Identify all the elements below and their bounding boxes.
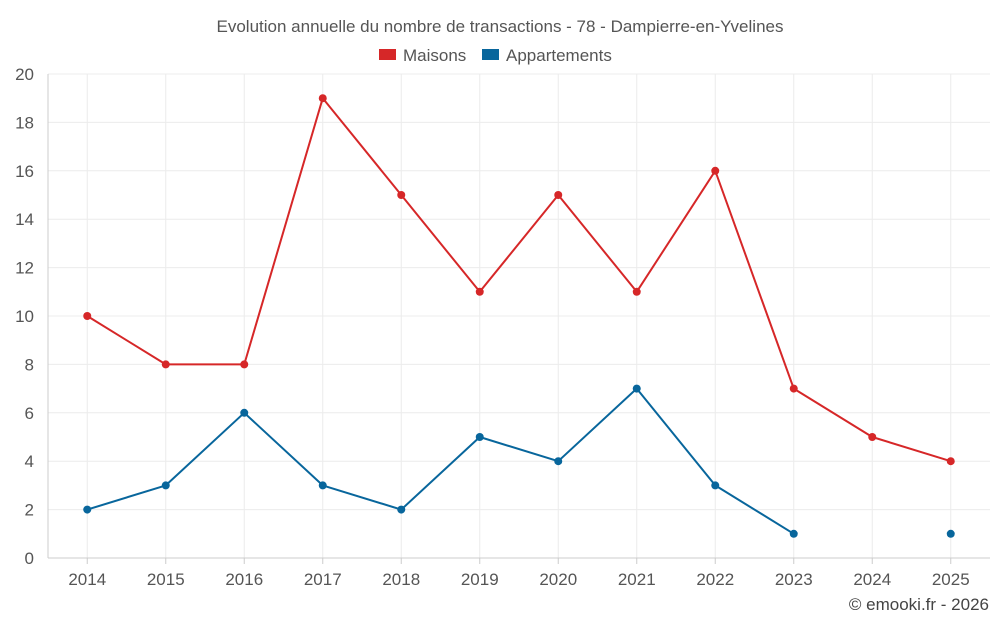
x-tick-label: 2020 <box>539 570 577 589</box>
data-point-appartements[interactable] <box>318 481 327 490</box>
axes: 0 2 4 6 8 10 12 14 16 18 20 2014 2015 2016 2017 2018 201… <box>15 65 990 589</box>
data-point-appartements[interactable] <box>789 529 798 538</box>
x-tick-label: 2016 <box>225 570 263 589</box>
plot-area <box>83 94 955 538</box>
legend-swatch-appartements <box>482 49 499 60</box>
x-tick-label: 2025 <box>932 570 970 589</box>
x-tick-label: 2021 <box>618 570 656 589</box>
x-tick-label: 2017 <box>304 570 342 589</box>
data-point-appartements[interactable] <box>946 529 955 538</box>
x-tick-label: 2014 <box>68 570 106 589</box>
data-point-maisons[interactable] <box>83 312 92 320</box>
data-point-maisons[interactable] <box>397 191 406 199</box>
data-point-appartements[interactable] <box>632 384 641 393</box>
series-line-appartements <box>86 387 795 535</box>
data-point-appartements[interactable] <box>554 457 563 466</box>
x-tick-label: 2018 <box>382 570 420 589</box>
y-tick-label: 2 <box>25 501 34 520</box>
data-point-appartements[interactable] <box>397 505 406 514</box>
data-point-maisons[interactable] <box>868 433 877 441</box>
series-line-maisons <box>86 97 952 463</box>
y-tick-label: 20 <box>15 65 34 84</box>
data-point-maisons[interactable] <box>161 360 170 369</box>
data-point-appartements[interactable] <box>83 505 92 514</box>
y-tick-label: 12 <box>15 259 34 278</box>
data-point-maisons[interactable] <box>240 360 249 369</box>
chart-title: Evolution annuelle du nombre de transact… <box>217 17 784 36</box>
y-tick-label: 4 <box>25 452 34 471</box>
data-point-appartements[interactable] <box>161 481 170 490</box>
x-tick-label: 2022 <box>696 570 734 589</box>
y-tick-label: 18 <box>15 113 34 132</box>
legend-label-maisons[interactable]: Maisons <box>403 46 466 65</box>
data-point-maisons[interactable] <box>318 94 327 103</box>
y-tick-label: 6 <box>25 404 34 423</box>
credit-text: © emooki.fr - 2026 <box>849 595 989 614</box>
legend-swatch-maisons <box>379 49 396 60</box>
x-tick-label: 2019 <box>461 570 499 589</box>
data-point-maisons[interactable] <box>711 166 720 175</box>
data-point-maisons[interactable] <box>475 287 484 296</box>
data-point-appartements[interactable] <box>475 433 484 441</box>
y-tick-label: 8 <box>25 355 34 374</box>
data-point-maisons[interactable] <box>554 191 563 199</box>
data-point-maisons[interactable] <box>632 287 641 296</box>
x-tick-label: 2023 <box>775 570 813 589</box>
y-tick-label: 0 <box>25 549 34 568</box>
y-tick-label: 10 <box>15 307 34 326</box>
y-tick-label: 16 <box>15 162 34 181</box>
data-point-appartements[interactable] <box>711 481 720 490</box>
data-point-maisons[interactable] <box>789 384 798 393</box>
x-tick-label: 2015 <box>147 570 185 589</box>
legend: Maisons Appartements <box>379 46 612 65</box>
data-point-appartements[interactable] <box>240 408 249 417</box>
grid <box>48 73 990 558</box>
data-point-maisons[interactable] <box>946 457 955 466</box>
x-tick-label: 2024 <box>853 570 891 589</box>
legend-label-appartements[interactable]: Appartements <box>506 46 612 65</box>
y-tick-label: 14 <box>15 210 34 229</box>
